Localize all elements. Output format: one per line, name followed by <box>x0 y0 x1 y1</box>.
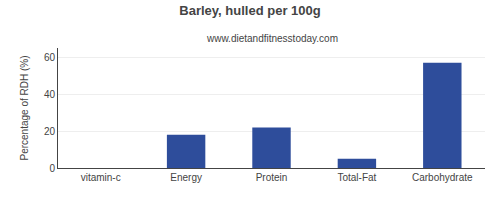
svg-text:vitamin-c: vitamin-c <box>81 172 121 183</box>
svg-text:Total-Fat: Total-Fat <box>337 172 376 183</box>
svg-text:0: 0 <box>49 163 55 174</box>
svg-text:Barley, hulled per 100g: Barley, hulled per 100g <box>179 3 320 18</box>
svg-text:60: 60 <box>44 52 56 63</box>
svg-text:www.dietandfitnesstoday.com: www.dietandfitnesstoday.com <box>206 33 338 44</box>
svg-text:Energy: Energy <box>170 172 202 183</box>
svg-text:40: 40 <box>44 89 56 100</box>
svg-text:Percentage of RDH (%): Percentage of RDH (%) <box>19 55 30 160</box>
svg-text:Carbohydrate: Carbohydrate <box>412 172 473 183</box>
svg-text:Protein: Protein <box>256 172 288 183</box>
svg-text:20: 20 <box>44 126 56 137</box>
